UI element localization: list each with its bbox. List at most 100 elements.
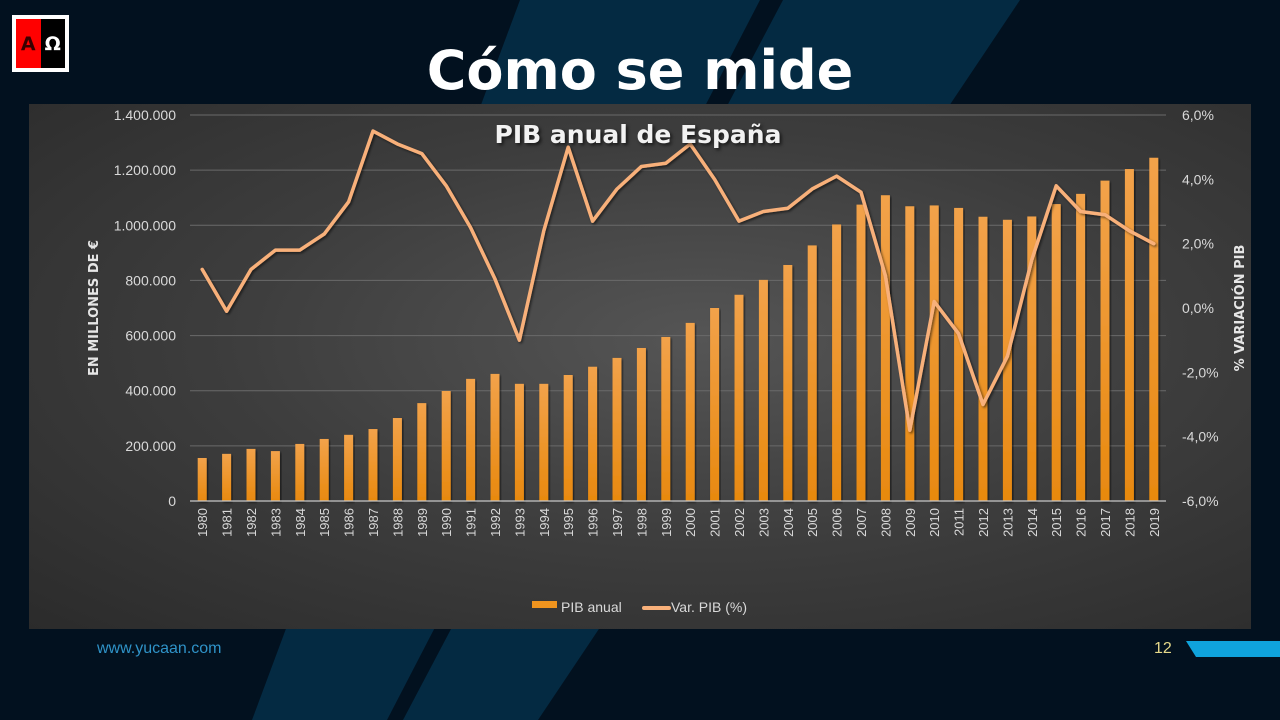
bar-1991 (466, 378, 476, 501)
x-tick-label: 1991 (464, 508, 479, 537)
x-tick-label: 1998 (634, 508, 649, 537)
bar-2002 (734, 294, 744, 501)
x-tick-label: 1994 (537, 508, 552, 537)
bar-2019 (1149, 157, 1159, 501)
bar-2005 (807, 245, 817, 501)
bar-1988 (392, 418, 402, 501)
y-tick-label: 1.200.000 (114, 162, 176, 178)
bar-2007 (856, 204, 866, 501)
x-tick-label: 2009 (903, 508, 918, 537)
x-tick-label: 2019 (1147, 508, 1162, 537)
bar-2010 (929, 205, 939, 502)
legend-line-label: Var. PIB (%) (671, 599, 747, 615)
x-tick-label: 1984 (293, 508, 308, 537)
bar-1994 (539, 383, 549, 501)
x-tick-label: 1997 (610, 508, 625, 537)
x-tick-label: 1989 (415, 508, 430, 537)
bar-1997 (612, 357, 622, 501)
y-tick-label: 800.000 (125, 272, 176, 288)
y2-tick-label: 2,0% (1182, 236, 1214, 252)
x-tick-label: 2007 (854, 508, 869, 537)
y-tick-label: 200.000 (125, 438, 176, 454)
y-tick-label: 400.000 (125, 383, 176, 399)
bar-2015 (1051, 204, 1061, 501)
y2-tick-label: -4,0% (1182, 429, 1219, 445)
y-tick-label: 1.400.000 (114, 107, 176, 123)
x-tick-label: 2003 (756, 508, 771, 537)
x-tick-label: 1988 (390, 508, 405, 537)
bar-2006 (832, 224, 842, 502)
bar-1993 (514, 383, 524, 501)
bar-2001 (710, 308, 720, 501)
bar-1980 (197, 457, 207, 501)
bar-1989 (417, 403, 427, 501)
x-tick-label: 2008 (878, 508, 893, 537)
bar-1982 (246, 448, 256, 501)
logo-alpha: Α (16, 19, 41, 68)
x-tick-label: 1995 (561, 508, 576, 537)
bar-1986 (344, 434, 354, 501)
y-axis-title: EN MILLONES DE € (87, 240, 102, 376)
bar-2004 (783, 264, 793, 501)
bar-1985 (319, 438, 329, 501)
x-tick-label: 2018 (1122, 508, 1137, 537)
x-tick-label: 1983 (268, 508, 283, 537)
bar-2008 (880, 195, 890, 502)
footer-url[interactable]: www.yucaan.com (97, 640, 222, 657)
x-tick-label: 1985 (317, 508, 332, 537)
bar-1981 (222, 453, 232, 501)
bar-1992 (490, 373, 500, 501)
y2-axis-title: % VARIACIÓN PIB (1232, 245, 1248, 372)
bar-2000 (685, 322, 695, 501)
x-tick-label: 2013 (1000, 508, 1015, 537)
y2-tick-label: -6,0% (1182, 493, 1219, 509)
logo-omega: Ω (40, 19, 65, 68)
page-number: 12 (1154, 640, 1172, 657)
bar-1987 (368, 429, 378, 501)
y-tick-label: 1.000.000 (114, 217, 176, 233)
bar-2011 (954, 207, 964, 501)
x-tick-label: 1990 (439, 508, 454, 537)
legend-bar-label: PIB anual (561, 599, 622, 615)
bar-1999 (661, 336, 671, 501)
x-tick-label: 2014 (1025, 508, 1040, 537)
bar-1998 (636, 347, 646, 501)
bar-2018 (1124, 169, 1134, 502)
x-tick-label: 1999 (659, 508, 674, 537)
bar-1984 (295, 443, 305, 501)
bar-1996 (588, 366, 598, 501)
bar-2017 (1100, 180, 1110, 501)
bar-2016 (1076, 193, 1086, 501)
x-tick-label: 2001 (708, 508, 723, 537)
x-tick-label: 2012 (976, 508, 991, 537)
x-tick-label: 2005 (805, 508, 820, 537)
x-tick-label: 2011 (952, 508, 967, 536)
y-tick-label: 600.000 (125, 328, 176, 344)
bar-2012 (978, 216, 988, 501)
x-tick-label: 2010 (927, 508, 942, 537)
x-tick-label: 2002 (732, 508, 747, 537)
legend-bar-swatch (532, 601, 557, 608)
bar-2014 (1027, 216, 1037, 501)
bar-2009 (905, 206, 915, 502)
y2-tick-label: 6,0% (1182, 107, 1214, 123)
bar-2013 (1002, 219, 1012, 501)
x-tick-label: 1981 (220, 508, 235, 537)
x-tick-label: 1993 (512, 508, 527, 537)
bar-2003 (758, 279, 768, 501)
var-pib-line (200, 129, 1156, 432)
x-tick-label: 1992 (488, 508, 503, 537)
y2-tick-label: -2,0% (1182, 364, 1219, 380)
x-tick-label: 2000 (683, 508, 698, 537)
x-tick-label: 2017 (1098, 508, 1113, 537)
x-tick-label: 2004 (781, 508, 796, 537)
x-tick-label: 1982 (244, 508, 259, 537)
bar-1990 (441, 390, 451, 501)
page-title: Cómo se mide (426, 39, 854, 102)
y2-tick-label: 0,0% (1182, 300, 1214, 316)
x-tick-label: 2015 (1049, 508, 1064, 537)
bar-1995 (563, 374, 573, 501)
x-tick-label: 1996 (586, 508, 601, 537)
x-tick-label: 1980 (195, 508, 210, 537)
